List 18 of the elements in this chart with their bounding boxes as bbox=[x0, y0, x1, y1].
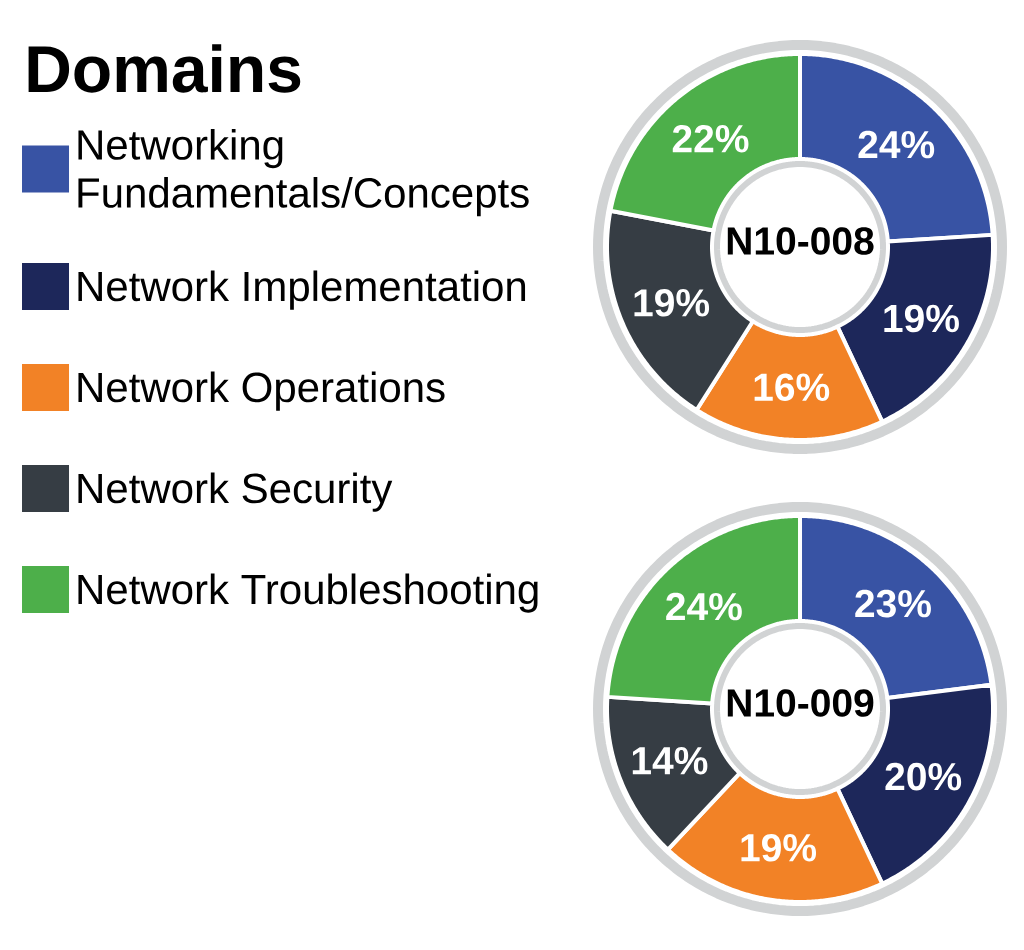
data-label: 19% bbox=[741, 833, 817, 862]
data-label: 16% bbox=[754, 373, 830, 402]
data-label: 19% bbox=[884, 304, 959, 333]
data-label: 24% bbox=[858, 130, 935, 159]
legend-label: Network Operations bbox=[78, 371, 445, 411]
text: N10-008 bbox=[727, 227, 874, 255]
legend-label: Networking Fundamentals/Concepts bbox=[78, 129, 529, 217]
data-label: 19% bbox=[634, 288, 710, 317]
data-label: 23% bbox=[855, 589, 931, 618]
data-label: 20% bbox=[885, 762, 962, 791]
data-label: 14% bbox=[632, 747, 708, 775]
legend-label: Network Troubleshooting bbox=[78, 573, 538, 613]
legend-label: Network Implementation bbox=[78, 270, 526, 310]
legend-label: Network Security bbox=[78, 472, 393, 512]
data-label: 24% bbox=[666, 592, 742, 621]
text: N10-009 bbox=[727, 689, 874, 717]
data-label: 22% bbox=[672, 124, 749, 153]
legend-title: Domains bbox=[28, 44, 301, 93]
